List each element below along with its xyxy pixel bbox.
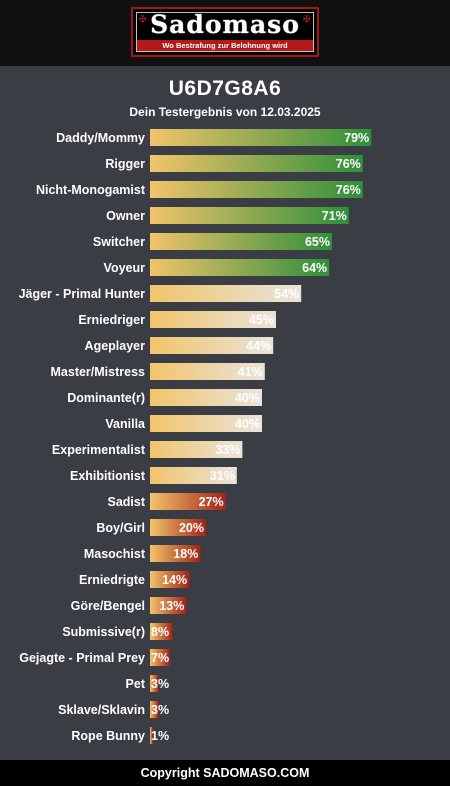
- value-label: 76%: [336, 157, 361, 171]
- result-subtitle: Dein Testergebnis von 12.03.2025: [129, 105, 321, 119]
- category-label: Voyeur: [104, 261, 146, 275]
- result-bar: [150, 363, 265, 380]
- corner-ornament-icon: ✠: [139, 14, 147, 24]
- category-label: Exhibitionist: [70, 469, 146, 483]
- value-label: 31%: [210, 469, 235, 483]
- result-code: U6D7G8A6: [168, 77, 282, 100]
- value-label: 7%: [151, 651, 169, 665]
- value-label: 18%: [173, 547, 198, 561]
- category-label: Ageplayer: [85, 339, 146, 353]
- value-label: 40%: [235, 417, 260, 431]
- result-bar: [150, 155, 363, 172]
- category-label: Boy/Girl: [96, 521, 145, 535]
- result-bar: [150, 571, 190, 588]
- category-label: Switcher: [93, 235, 145, 249]
- category-label: Gejagte - Primal Prey: [19, 651, 145, 665]
- result-bar: [150, 285, 302, 302]
- value-label: 64%: [302, 261, 327, 275]
- value-label: 33%: [215, 443, 240, 457]
- value-label: 8%: [151, 625, 169, 639]
- result-bar-chart: Daddy/Mommy 79% Rigger 76% Nicht-Monogamist 7…: [19, 129, 372, 744]
- category-label: Erniedrigte: [79, 573, 145, 587]
- result-bar: [150, 233, 332, 250]
- category-label: Rigger: [105, 157, 145, 171]
- logo-frame: [136, 12, 314, 52]
- category-label: Vanilla: [105, 417, 146, 431]
- result-bar: [150, 597, 187, 614]
- result-bar: [150, 311, 276, 328]
- value-label: 44%: [246, 339, 271, 353]
- result-bar: [150, 493, 226, 510]
- corner-ornament-icon: ✠: [303, 14, 311, 24]
- category-label: Owner: [106, 209, 145, 223]
- value-label: 45%: [249, 313, 274, 327]
- category-label: Experimentalist: [52, 443, 146, 457]
- category-label: Jäger - Primal Hunter: [19, 287, 146, 301]
- result-bar: [150, 441, 243, 458]
- category-label: Submissive(r): [62, 625, 145, 639]
- result-bar: [150, 467, 237, 484]
- result-bar: [150, 181, 363, 198]
- result-bar: [150, 675, 159, 692]
- category-label: Master/Mistress: [51, 365, 146, 379]
- result-bar: [150, 129, 372, 146]
- value-label: 79%: [344, 131, 369, 145]
- result-bar: [150, 623, 173, 640]
- result-bar: [150, 649, 170, 666]
- value-label: 13%: [159, 599, 184, 613]
- footer-copyright: Copyright SADOMASO.COM: [0, 760, 450, 786]
- site-logo[interactable]: ✠ ✠ Sadomaso Wo Bestrafung zur Belohnung…: [131, 7, 319, 57]
- result-bar: [150, 727, 153, 744]
- result-bar: [150, 415, 262, 432]
- value-label: 71%: [322, 209, 347, 223]
- category-label: Sklave/Sklavin: [58, 703, 145, 717]
- category-label: Erniedriger: [78, 313, 145, 327]
- result-bar: [150, 519, 206, 536]
- category-label: Pet: [126, 677, 146, 691]
- value-label: 27%: [199, 495, 224, 509]
- result-bar: [150, 337, 274, 354]
- value-label: 3%: [151, 703, 169, 717]
- result-bar: [150, 207, 349, 224]
- category-label: Masochist: [84, 547, 146, 561]
- value-label: 76%: [336, 183, 361, 197]
- value-label: 40%: [235, 391, 260, 405]
- result-bar: [150, 389, 262, 406]
- logo-brand-text: Sadomaso: [150, 10, 300, 39]
- value-label: 65%: [305, 235, 330, 249]
- category-label: Sadist: [107, 495, 145, 509]
- category-label: Daddy/Mommy: [56, 131, 145, 145]
- header-bar: ✠ ✠ Sadomaso Wo Bestrafung zur Belohnung…: [0, 0, 450, 66]
- value-label: 41%: [238, 365, 263, 379]
- category-label: Göre/Bengel: [71, 599, 145, 613]
- value-label: 3%: [151, 677, 169, 691]
- value-label: 54%: [274, 287, 299, 301]
- result-bar: [150, 259, 330, 276]
- category-label: Nicht-Monogamist: [36, 183, 146, 197]
- value-label: 14%: [162, 573, 187, 587]
- logo-tagline: Wo Bestrafung zur Belohnung wird: [137, 40, 313, 51]
- result-bar: [150, 701, 159, 718]
- category-label: Dominante(r): [67, 391, 145, 405]
- category-label: Rope Bunny: [71, 729, 145, 743]
- value-label: 1%: [151, 729, 169, 743]
- result-bar: [150, 545, 201, 562]
- value-label: 20%: [179, 521, 204, 535]
